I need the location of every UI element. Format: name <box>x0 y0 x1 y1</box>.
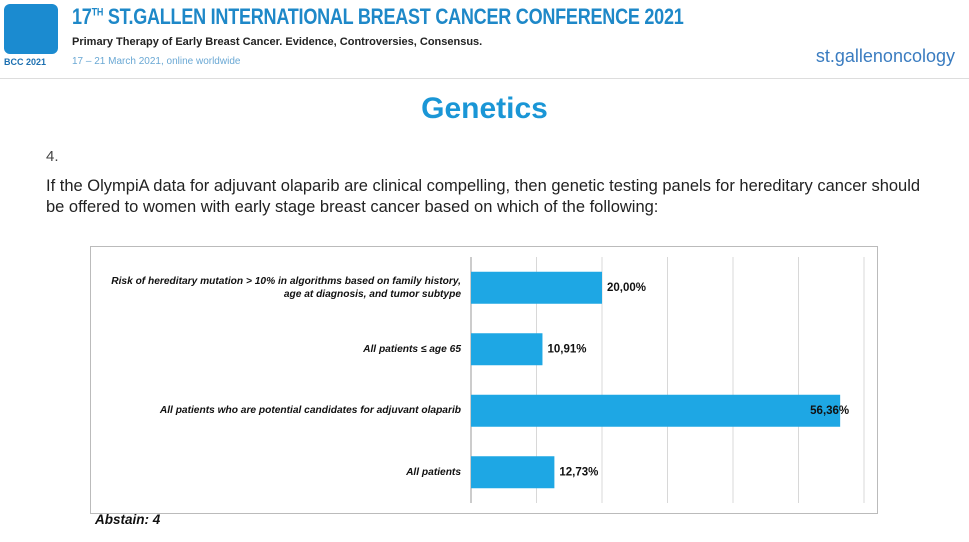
header: BCC 2021 17TH ST.GALLEN INTERNATIONAL BR… <box>0 0 969 79</box>
chart-box: 20,00% 10,91% 56,36% 12,73% Risk of heredit… <box>90 246 878 514</box>
title-suffix: TH <box>91 6 104 19</box>
subtitle: Primary Therapy of Early Breast Cancer. … <box>72 36 483 48</box>
category-label: All patients <box>406 466 461 478</box>
category-label: All patients who are potential candidate… <box>159 405 461 417</box>
value-label: 12,73% <box>559 466 598 478</box>
bar <box>471 271 602 304</box>
category-label: All patients ≤ age 65 <box>363 343 461 355</box>
abstain: Abstain: 4 <box>95 512 161 527</box>
value-label: 56,36% <box>810 405 849 417</box>
question: If the OlympiA data for adjuvant olapari… <box>46 177 921 216</box>
logo-text: BCC 2021 <box>4 57 47 67</box>
bar <box>471 456 555 489</box>
title-rest: ST.GALLEN INTERNATIONAL BREAST CANCER CO… <box>107 4 684 29</box>
chart: 20,00% 10,91% 56,36% 12,73% <box>470 257 865 503</box>
conference-title: 17TH ST.GALLEN INTERNATIONAL BREAST CANC… <box>72 4 684 30</box>
question-number: 4. <box>46 148 59 165</box>
logo <box>4 4 58 54</box>
title-number: 17 <box>72 4 92 29</box>
brand: st.gallenoncology <box>815 46 955 66</box>
bar <box>471 333 543 366</box>
value-label: 20,00% <box>607 282 646 294</box>
date: 17 – 21 March 2021, online worldwide <box>72 56 241 67</box>
value-label: 10,91% <box>547 343 586 355</box>
bar <box>471 394 841 427</box>
heading: Genetics <box>421 92 548 125</box>
category-label: Risk of hereditary mutation > 10% in alg… <box>111 275 461 300</box>
